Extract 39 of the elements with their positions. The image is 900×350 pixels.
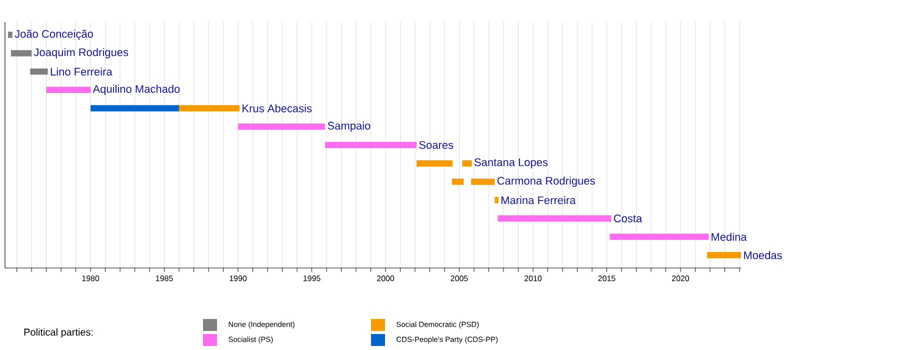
bar (452, 178, 464, 185)
y-tick-label: Moedas (744, 251, 782, 260)
bar (494, 196, 498, 204)
y-tick-label: Lino Ferreira (50, 68, 112, 76)
y-tick-label: Carmona Rodrigues (497, 176, 595, 187)
y-tick-label: Krus Abecasis (242, 104, 312, 112)
bar (471, 178, 495, 185)
y-tick-label: Soares (419, 141, 454, 149)
y-tick-label: João Conceição (14, 30, 93, 40)
legend-title: Political parties: (24, 328, 93, 338)
bar (179, 105, 240, 112)
y-tick-label: Costa (614, 214, 642, 222)
x-tick-label: 2010 (524, 276, 542, 282)
x-tick-label: 1980 (82, 276, 100, 282)
x-tick-label: 2015 (598, 276, 616, 282)
bar (30, 68, 48, 75)
bar (462, 160, 472, 166)
x-tick-label: 1995 (304, 276, 320, 282)
bar (416, 160, 453, 166)
bar (8, 32, 12, 38)
y-tick-label: Sampaio (328, 122, 370, 132)
y-tick-label: Marina Ferreira (501, 196, 576, 204)
bar (498, 215, 612, 222)
x-tick-label: 2020 (672, 276, 690, 282)
y-tick-label: Joaquim Rodrigues (34, 48, 128, 58)
bar (610, 234, 709, 240)
bar (46, 86, 91, 94)
bar (10, 50, 32, 56)
x-tick-label: 1990 (230, 276, 247, 282)
x-tick-label: 1985 (156, 276, 173, 282)
x-tick-label: 2005 (450, 276, 468, 282)
y-tick-label: Santana Lopes (474, 158, 548, 168)
y-tick-label: Medina (712, 232, 747, 241)
y-tick-label: Aquilino Machado (92, 84, 180, 96)
x-tick-label: 2000 (377, 276, 394, 282)
bar (90, 105, 180, 112)
bar (325, 142, 417, 148)
bar (707, 252, 741, 258)
bar (238, 124, 326, 130)
